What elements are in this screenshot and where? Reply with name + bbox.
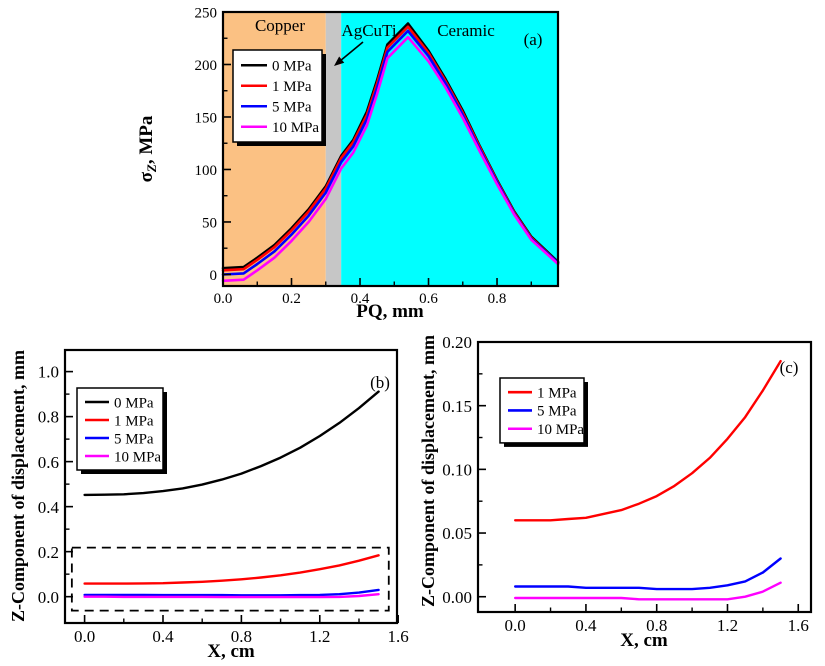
panel-label: (a) [524, 30, 543, 49]
series-line-5-mpa [513, 557, 782, 591]
series-line-10-mpa [513, 581, 782, 601]
zoom-highlight-box [70, 546, 390, 612]
x-tick-label: 0.8 [231, 627, 252, 646]
y-tick-label: 100 [195, 163, 218, 179]
region-agcuti [325, 12, 342, 286]
chart-b-displacement: 0.0 0.4 0.8 1.2 1.6 0.0 0.2 0.4 0.6 0.8 1.0 X, cm Z-… [10, 348, 409, 662]
panel-label: (c) [780, 358, 799, 377]
x-tick-label: 0.8 [488, 291, 507, 307]
series-line-1-mpa [513, 359, 782, 522]
x-tick-label: 0.6 [419, 291, 438, 307]
x-tick-label: 0.4 [351, 291, 370, 307]
x-tick-label: 1.2 [717, 616, 738, 635]
x-tick-label: 0.4 [575, 616, 597, 635]
x-tick-label: 0.2 [282, 291, 301, 307]
x-tick-label: 1.6 [788, 616, 809, 635]
x-tick-label: 1.6 [388, 627, 409, 646]
legend-label-5-mpa: 5 MPa [537, 404, 577, 420]
series-line-10-mpa [221, 35, 560, 283]
chart-a-stress-profile: Copper AgCuTi Ceramic 0.0 0.2 0.4 0.6 0.8 0 50 100… [136, 5, 560, 322]
legend-label-10-mpa: 10 MPa [537, 422, 584, 438]
x-tick-label: 0.8 [646, 616, 667, 635]
x-tick-label: 0.0 [505, 616, 526, 635]
x-tick-label: 0.0 [74, 627, 95, 646]
plot-border [63, 348, 399, 625]
y-tick-label: 250 [195, 5, 218, 21]
region-label-ceramic: Ceramic [437, 21, 495, 40]
region-label-agcuti: AgCuTi [341, 21, 396, 40]
legend-label-1-mpa: 1 MPa [537, 385, 577, 401]
y-tick-label: 0.00 [442, 588, 472, 607]
y-tick-label: 0.6 [38, 453, 59, 472]
y-tick-label: 1.0 [38, 363, 59, 382]
region-label-copper: Copper [255, 16, 305, 35]
region-ceramic [341, 12, 558, 286]
legend-label-0-mpa: 0 MPa [114, 395, 154, 411]
y-tick-label: 0 [210, 268, 218, 284]
series-line-10-mpa [83, 593, 380, 599]
x-tick-label: 0.0 [214, 291, 233, 307]
annotation-arrow-line [339, 41, 364, 62]
y-tick-label: 50 [202, 215, 217, 231]
x-tick-label: 1.2 [309, 627, 330, 646]
y-axis-title: Z-Component of displacement, mm [420, 335, 438, 607]
y-tick-label: 0.2 [38, 543, 59, 562]
legend-label-5-mpa: 5 MPa [272, 100, 312, 116]
panel-label: (b) [370, 373, 390, 392]
y-tick-label: 0.8 [38, 408, 59, 427]
x-axis-title: X, cm [207, 641, 255, 662]
legend-label-5-mpa: 5 MPa [114, 431, 154, 447]
plot-border [221, 10, 560, 288]
series-line-5-mpa [83, 588, 380, 597]
plot-border [476, 340, 813, 614]
chart-c-displacement-zoom: 0.0 0.4 0.8 1.2 1.6 0.00 0.05 0.10 0.15 0.20 X, cm… [420, 333, 813, 651]
y-tick-label: 0.20 [442, 333, 472, 352]
y-tick-label: 200 [195, 58, 218, 74]
series-line-0-mpa [83, 390, 380, 497]
legend-label-1-mpa: 1 MPa [114, 413, 154, 429]
legend-label-10-mpa: 10 MPa [272, 120, 319, 136]
y-tick-label: 0.4 [38, 498, 60, 517]
y-tick-label: 150 [195, 110, 218, 126]
x-axis-title: PQ, mm [356, 301, 424, 322]
legend-label-1-mpa: 1 MPa [272, 79, 312, 95]
x-tick-label: 0.4 [152, 627, 174, 646]
y-tick-label: 0.05 [442, 524, 472, 543]
legend-label-0-mpa: 0 MPa [272, 59, 312, 75]
series-line-1-mpa [83, 554, 380, 585]
annotation-arrow-head [334, 56, 345, 66]
y-tick-label: 0.15 [442, 397, 472, 416]
y-tick-label: 0.10 [442, 460, 472, 479]
y-axis-title: σZ, MPa [136, 115, 159, 182]
legend-label-10-mpa: 10 MPa [114, 449, 161, 465]
x-axis-title: X, cm [620, 630, 668, 651]
y-tick-label: 0.0 [38, 588, 59, 607]
y-axis-title: Z-Component of displacement, mm [10, 350, 28, 622]
